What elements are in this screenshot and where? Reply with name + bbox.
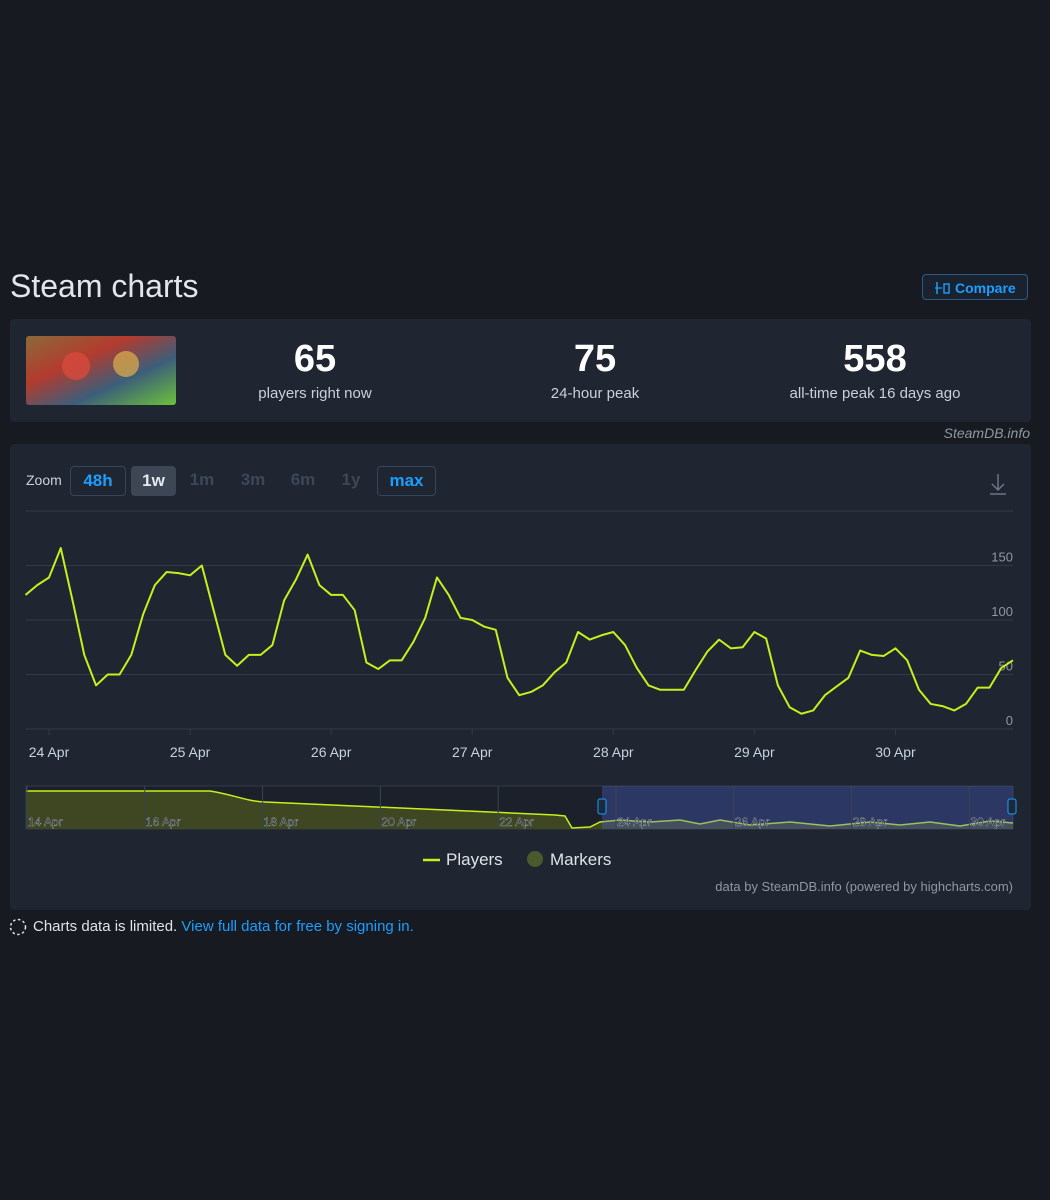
navigator-handle[interactable] — [597, 798, 607, 815]
navigator-label: 24 Apr — [617, 815, 652, 829]
navigator-label: 16 Apr — [146, 815, 181, 829]
compare-icon — [935, 282, 950, 294]
stat-value: 75 — [573, 338, 617, 380]
navigator-label: 22 Apr — [499, 815, 534, 829]
stat-peak-all: 558 all-time peak 16 days ago — [745, 337, 1005, 402]
zoom-button[interactable]: 1w — [131, 466, 176, 496]
navigator-label: 14 Apr — [28, 815, 63, 829]
stat-peak-24h: 75 24-hour peak — [465, 337, 725, 402]
zoom-button: 6m — [290, 470, 316, 489]
x-tick-label: 28 Apr — [593, 744, 634, 760]
y-tick-label: 100 — [991, 604, 1013, 619]
series-line — [24, 547, 1014, 715]
zoom-button: 1y — [341, 470, 361, 489]
stat-label: 24-hour peak — [550, 385, 640, 402]
y-tick-label: 150 — [991, 550, 1013, 565]
stat-current: 65 players right now — [185, 337, 445, 402]
source: SteamDB.info — [943, 425, 1030, 441]
legend-entry[interactable]: Markers — [550, 850, 612, 869]
navigator-label: 18 Apr — [264, 815, 299, 829]
x-tick-label: 27 Apr — [452, 744, 493, 760]
page-title: Steam charts — [10, 268, 199, 304]
x-tick-label: 24 Apr — [29, 744, 70, 760]
navigator-handle[interactable] — [1007, 798, 1017, 815]
navigator: 14 Apr 16 Apr 18 Apr 20 Apr 22 Apr 24 Apr 26 A… — [25, 785, 1017, 830]
zoom-label: Zoom — [26, 472, 62, 488]
notice-icon — [9, 918, 27, 936]
zoom-button[interactable]: 48h — [70, 466, 126, 496]
navigator-line — [26, 790, 1014, 829]
game-image — [26, 336, 176, 405]
x-tick-label: 29 Apr — [734, 744, 775, 760]
legend-marker — [527, 851, 543, 867]
navigator-label: 30 Apr — [970, 815, 1005, 829]
zoom-button[interactable]: max — [377, 466, 436, 496]
stat-label: players right now — [258, 385, 372, 402]
y-tick-label: 0 — [1006, 713, 1013, 728]
notice-link[interactable]: View full data for free by signing in. — [181, 918, 414, 935]
stat-value: 65 — [293, 338, 337, 380]
x-tick-label: 26 Apr — [311, 744, 352, 760]
zoom-button: 3m — [240, 470, 266, 489]
x-tick-label: 30 Apr — [875, 744, 916, 760]
chart-panel — [10, 444, 1031, 910]
x-tick-label: 25 Apr — [170, 744, 211, 760]
compare-label: Compare — [955, 280, 1016, 296]
stats-panel: 65 players right now 75 24-hour peak 558… — [10, 319, 1031, 422]
stat-value: 558 — [843, 338, 907, 380]
navigator-label: 20 Apr — [381, 815, 416, 829]
compare-button[interactable]: Compare — [922, 274, 1028, 300]
credit: data by SteamDB.info (powered by highcha… — [715, 879, 1013, 894]
navigator-label: 26 Apr — [735, 815, 770, 829]
stat-label: all-time peak 16 days ago — [789, 385, 961, 402]
navigator-label: 28 Apr — [853, 815, 888, 829]
legend-entry[interactable]: Players — [446, 850, 503, 869]
notice-text: Charts data is limited. — [33, 918, 178, 935]
download-button[interactable] — [990, 474, 1006, 495]
notice: Charts data is limited. View full data f… — [33, 918, 414, 935]
navigator-area — [26, 791, 1013, 829]
navigator-selection[interactable] — [602, 786, 1013, 829]
zoom-button: 1m — [189, 470, 215, 489]
